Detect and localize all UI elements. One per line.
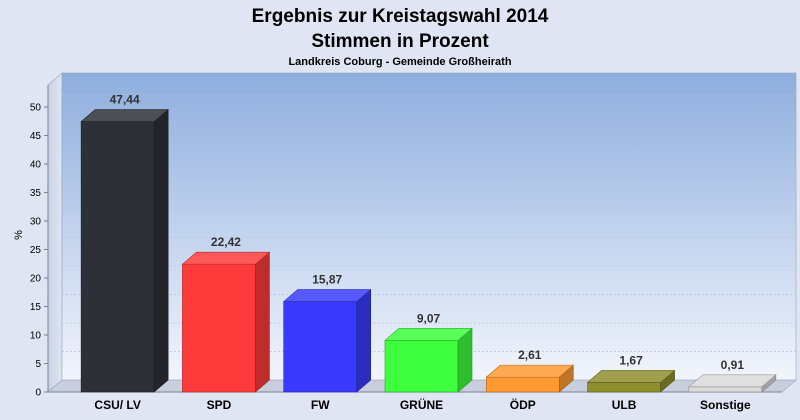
y-tick-label: 5 [35, 359, 41, 370]
y-tick-label: 45 [30, 131, 42, 142]
x-tick-label: FW [311, 398, 330, 412]
value-label: 9,07 [417, 311, 441, 325]
bar-5 [586, 369, 676, 393]
y-tick-label: 25 [30, 245, 42, 256]
y-axis-label: % [13, 230, 25, 240]
bar-0 [80, 108, 169, 393]
value-label: 0,91 [721, 358, 745, 372]
plot-side-wall [47, 72, 63, 393]
bar-front [587, 382, 661, 393]
bar-top [688, 374, 777, 388]
x-tick-label: CSU/ LV [94, 398, 140, 412]
y-tick-label: 40 [30, 160, 42, 171]
x-tick-label: GRÜNE [400, 397, 443, 412]
bar-front [182, 263, 256, 393]
bar-front [485, 376, 560, 393]
bar-top [181, 251, 271, 265]
bar-3 [384, 327, 473, 393]
y-tick-label: 0 [35, 388, 41, 399]
x-tick-label: Sonstige [700, 398, 751, 412]
value-label: 22,42 [211, 235, 241, 249]
bar-1 [181, 251, 271, 393]
x-axis: CSU/ LV SPD FW GRÜNE ÖDP ULB Sonstige [94, 397, 751, 412]
bars: 47,44 22,42 15,87 9,07 2,61 1,67 0,91 [80, 93, 777, 393]
bar-top [586, 370, 676, 383]
y-tick-label: 20 [30, 274, 42, 285]
y-axis: 0 5 10 15 20 25 30 35 40 45 50 [30, 103, 48, 399]
bar-6 [688, 374, 777, 393]
bar-4 [485, 364, 575, 393]
bar-top [485, 364, 575, 378]
bar-front [80, 121, 155, 393]
chart-title: Ergebnis zur Kreistagswahl 2014 [252, 6, 549, 27]
bar-side [255, 251, 270, 393]
bar-top [80, 109, 169, 122]
bar-front [688, 386, 763, 393]
value-label: 1,67 [619, 353, 643, 367]
bar-top [384, 328, 473, 341]
bar-front [283, 301, 358, 393]
bar-side [356, 288, 372, 393]
bar-front [384, 340, 459, 393]
x-tick-label: SPD [207, 398, 232, 412]
x-tick-label: ÖDP [510, 397, 536, 412]
value-label: 2,61 [518, 348, 542, 362]
y-tick-label: 15 [30, 302, 42, 313]
bar-2 [282, 288, 372, 393]
y-tick-label: 35 [30, 188, 42, 199]
bar-top [282, 289, 372, 302]
y-tick-label: 10 [30, 331, 42, 342]
value-label: 15,87 [312, 273, 342, 287]
bar-side [153, 108, 169, 393]
x-tick-label: ULB [612, 398, 637, 412]
chart-subtitle: Stimmen in Prozent [311, 31, 489, 52]
value-label: 47,44 [110, 93, 140, 107]
y-tick-label: 50 [30, 103, 42, 114]
y-tick-label: 30 [30, 217, 42, 228]
chart-caption: Landkreis Coburg - Gemeinde Großheirath [288, 56, 511, 68]
